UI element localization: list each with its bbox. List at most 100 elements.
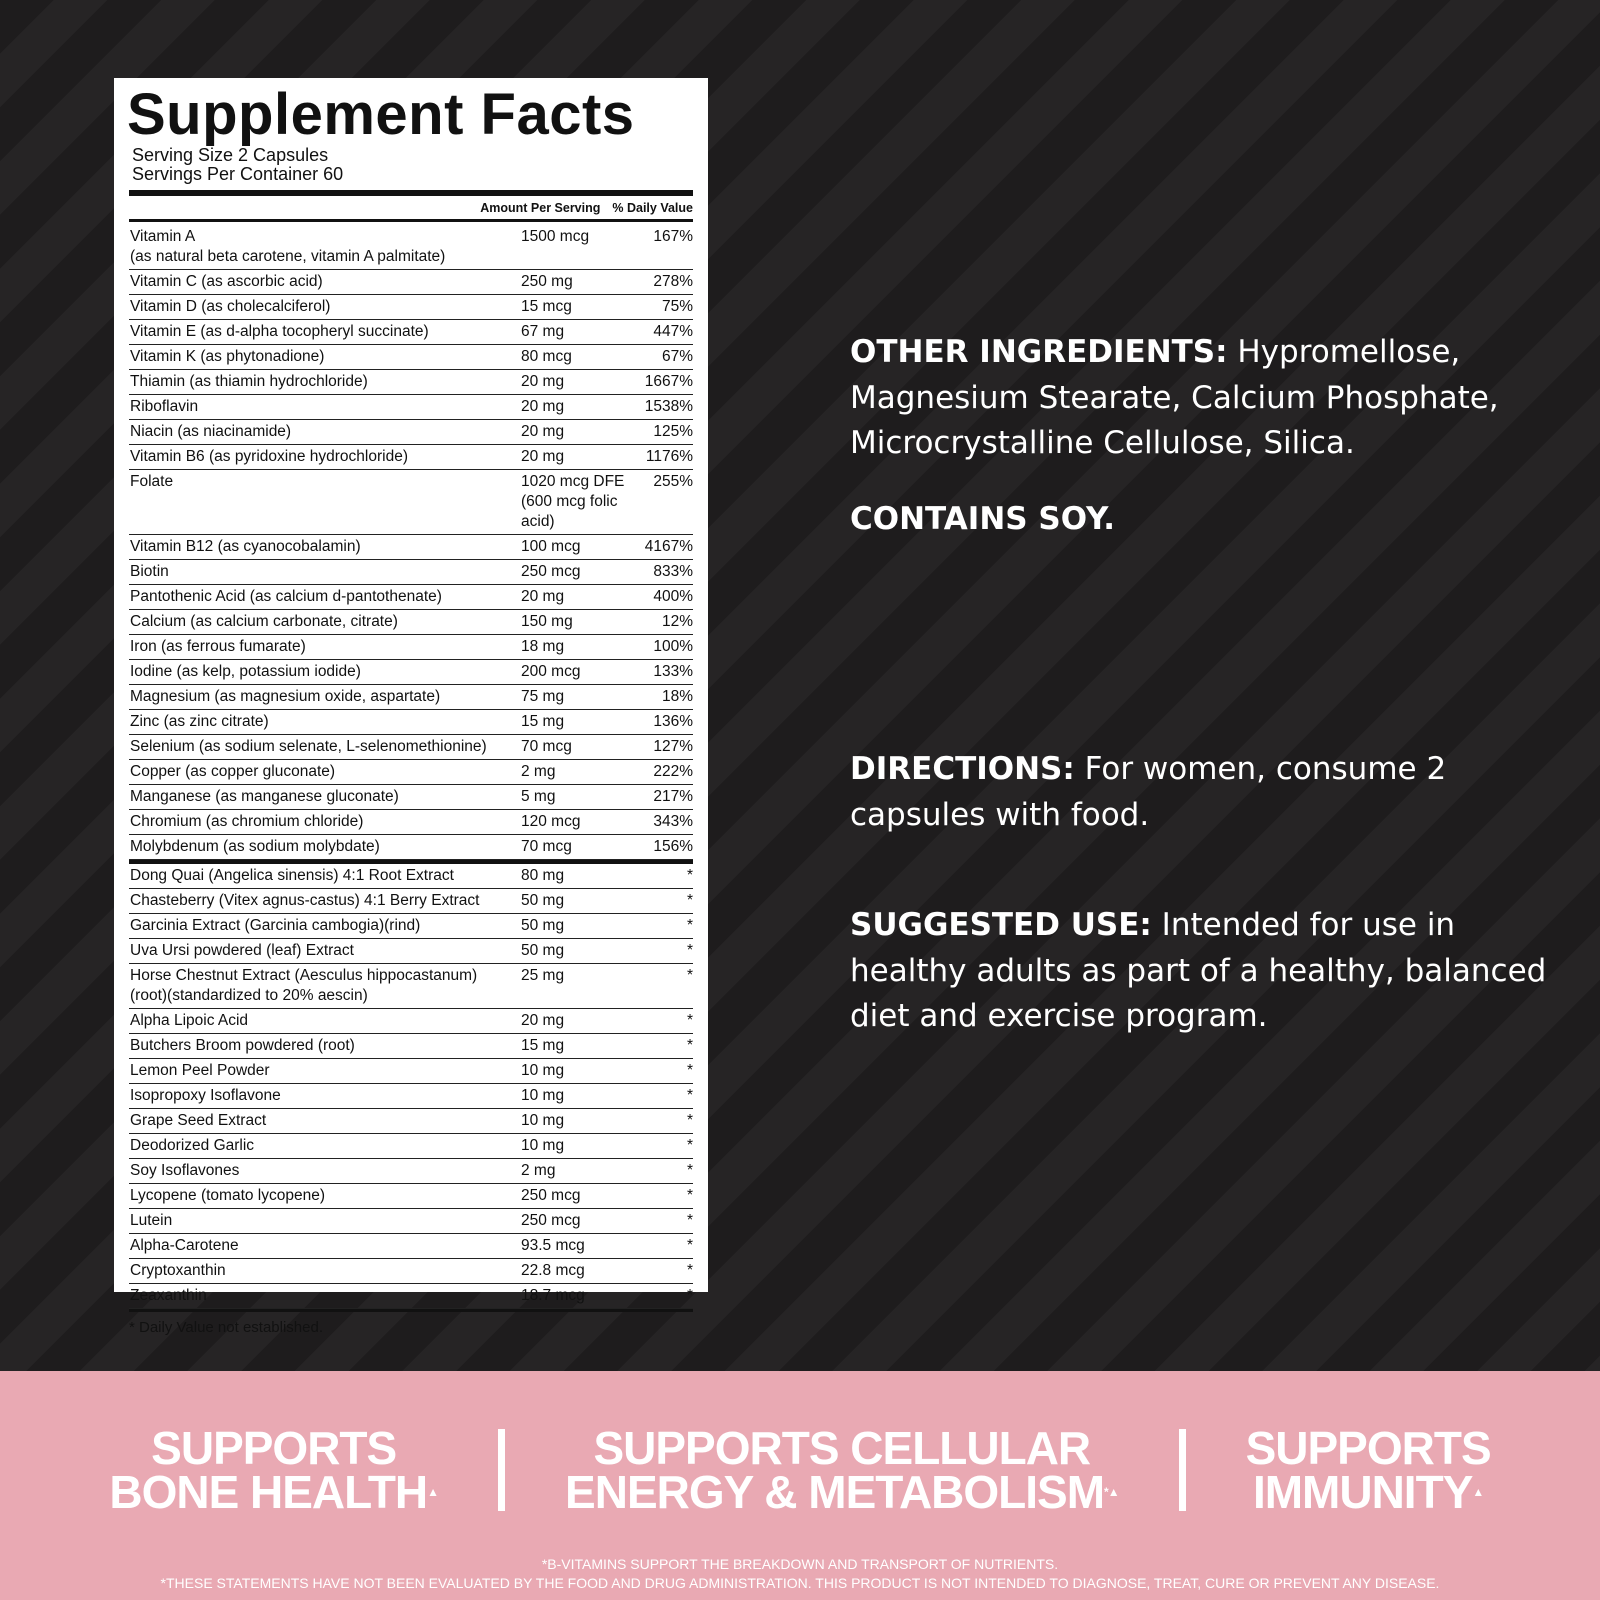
daily-value: * xyxy=(686,1237,693,1254)
amount-line: 20 mg xyxy=(521,588,565,605)
nutrient-name-line: Vitamin D (as cholecalciferol) xyxy=(130,298,331,315)
nutrient-name-line: Folate xyxy=(130,473,174,490)
amount-line: 18 mg xyxy=(521,638,565,655)
amount-line: 18.7 mcg xyxy=(521,1287,585,1304)
nutrient-name: Manganese (as manganese gluconate) xyxy=(130,787,521,807)
daily-value: 447% xyxy=(653,323,693,340)
supplement-facts: Supplement Facts Serving Size 2 Capsules… xyxy=(114,78,708,1336)
nutrient-name-line: Copper (as copper gluconate) xyxy=(130,763,336,780)
amount-line: 10 mg xyxy=(521,1137,565,1154)
amount-line: 70 mcg xyxy=(521,738,572,755)
amount-line: 80 mg xyxy=(521,867,565,884)
nutrient-name: Vitamin E (as d-alpha tocopheryl succina… xyxy=(130,322,521,342)
nutrient-amount: 20 mg xyxy=(521,372,631,392)
daily-value: 278% xyxy=(653,273,693,290)
amount-line: 20 mg xyxy=(521,423,565,440)
facts-row: Lemon Peel Powder 10 mg * xyxy=(129,1059,693,1084)
nutrient-amount: 200 mcg xyxy=(521,662,631,682)
nutrient-name-line: Iodine (as kelp, potassium iodide) xyxy=(130,663,361,680)
amount-line: 2 mg xyxy=(521,1162,556,1179)
nutrient-name: Uva Ursi powdered (leaf) Extract xyxy=(130,941,521,961)
nutrient-name: Pantothenic Acid (as calcium d-pantothen… xyxy=(130,587,521,607)
daily-value: 167% xyxy=(653,228,693,245)
nutrient-name: Soy Isoflavones xyxy=(130,1161,521,1181)
facts-row: Zeaxanthin 18.7 mcg * xyxy=(129,1284,693,1309)
nutrient-amount: 2 mg xyxy=(521,1161,631,1181)
nutrient-name-line: Vitamin E (as d-alpha tocopheryl succina… xyxy=(130,323,429,340)
nutrient-amount: 20 mg xyxy=(521,397,631,417)
amount-line: 50 mg xyxy=(521,917,565,934)
nutrient-name: Iodine (as kelp, potassium iodide) xyxy=(130,662,521,682)
amount-line: 250 mg xyxy=(521,273,573,290)
facts-row: Iron (as ferrous fumarate) 18 mg 100% xyxy=(129,635,693,660)
amount-line: 1020 mcg DFE xyxy=(521,473,625,490)
claim-line: BONE HEALTH▲ xyxy=(109,1469,439,1515)
amount-line: 20 mg xyxy=(521,373,565,390)
claim: SUPPORTS BONE HEALTH▲ xyxy=(109,1425,439,1515)
facts-row: Zinc (as zinc citrate) 15 mg 136% xyxy=(129,710,693,735)
nutrient-name: Calcium (as calcium carbonate, citrate) xyxy=(130,612,521,632)
divider xyxy=(498,1429,506,1511)
amount-line: 250 mcg xyxy=(521,1187,581,1204)
facts-row: Vitamin E (as d-alpha tocopheryl succina… xyxy=(129,320,693,345)
facts-row: Uva Ursi powdered (leaf) Extract 50 mg * xyxy=(129,939,693,964)
facts-row: Alpha Lipoic Acid 20 mg * xyxy=(129,1009,693,1034)
nutrient-name: Chasteberry (Vitex agnus-castus) 4:1 Ber… xyxy=(130,891,521,911)
nutrient-amount: 20 mg xyxy=(521,422,631,442)
nutrient-name-line: Biotin xyxy=(130,563,169,580)
nutrient-amount: 50 mg xyxy=(521,891,631,911)
nutrient-name: Zeaxanthin xyxy=(130,1286,521,1306)
facts-row: Lutein 250 mcg * xyxy=(129,1209,693,1234)
nutrient-name: Garcinia Extract (Garcinia cambogia)(rin… xyxy=(130,916,521,936)
daily-value: 1667% xyxy=(644,373,693,390)
facts-row: Niacin (as niacinamide) 20 mg 125% xyxy=(129,420,693,445)
daily-value: 400% xyxy=(653,588,693,605)
claim-line: ENERGY & METABOLISM*▲ xyxy=(565,1469,1120,1515)
daily-value: * xyxy=(686,1012,693,1029)
amount-line: 15 mg xyxy=(521,713,565,730)
daily-value: 67% xyxy=(661,348,693,365)
claim-mark: ▲ xyxy=(427,1485,439,1499)
nutrient-name-line: Cryptoxanthin xyxy=(130,1262,226,1279)
daily-value: * xyxy=(686,1062,693,1079)
nutrient-amount: 5 mg xyxy=(521,787,631,807)
daily-value: * xyxy=(686,1137,693,1154)
amount-line: 80 mcg xyxy=(521,348,572,365)
facts-row: Molybdenum (as sodium molybdate) 70 mcg 15… xyxy=(129,835,693,860)
nutrient-amount: 18.7 mcg xyxy=(521,1286,631,1306)
facts-row: Riboflavin 20 mg 1538% xyxy=(129,395,693,420)
amount-line: 20 mg xyxy=(521,1012,565,1029)
nutrient-name-line: Lycopene (tomato lycopene) xyxy=(130,1187,326,1204)
amount-line: 5 mg xyxy=(521,788,556,805)
amount-line: 15 mg xyxy=(521,1037,565,1054)
nutrient-name-line: Alpha-Carotene xyxy=(130,1237,239,1254)
amount-line: 2 mg xyxy=(521,763,556,780)
daily-value: 833% xyxy=(653,563,693,580)
daily-value: * xyxy=(686,942,693,959)
facts-row: Horse Chestnut Extract (Aesculus hippoca… xyxy=(129,964,693,1009)
facts-row: Iodine (as kelp, potassium iodide) 200 mc… xyxy=(129,660,693,685)
facts-row: Grape Seed Extract 10 mg * xyxy=(129,1109,693,1134)
nutrient-name-line: Grape Seed Extract xyxy=(130,1112,267,1129)
nutrient-name: Zinc (as zinc citrate) xyxy=(130,712,521,732)
nutrient-amount: 80 mg xyxy=(521,866,631,886)
info-label: OTHER INGREDIENTS: xyxy=(850,334,1228,370)
facts-row: Cryptoxanthin 22.8 mcg * xyxy=(129,1259,693,1284)
facts-row: Thiamin (as thiamin hydrochloride) 20 mg 1… xyxy=(129,370,693,395)
nutrient-name: Grape Seed Extract xyxy=(130,1111,521,1131)
nutrient-amount: 150 mg xyxy=(521,612,631,632)
facts-row: Vitamin B12 (as cyanocobalamin) 100 mcg 41… xyxy=(129,535,693,560)
daily-value: * xyxy=(686,892,693,909)
daily-value: 1538% xyxy=(644,398,693,415)
nutrient-amount: 250 mg xyxy=(521,272,631,292)
nutrient-amount: 20 mg xyxy=(521,587,631,607)
nutrient-amount: 75 mg xyxy=(521,687,631,707)
info-panel: OTHER INGREDIENTS: Hypromellose, Magnesi… xyxy=(850,330,1550,1040)
claim-line: IMMUNITY▲ xyxy=(1246,1469,1491,1515)
nutrient-amount: 15 mg xyxy=(521,1036,631,1056)
claims: SUPPORTS BONE HEALTH▲ SUPPORTS CELLULAR ENE… xyxy=(0,1425,1600,1515)
nutrient-name-line: Zinc (as zinc citrate) xyxy=(130,713,269,730)
header-dv: % Daily Value xyxy=(612,201,693,215)
nutrient-name-line: Vitamin B12 (as cyanocobalamin) xyxy=(130,538,361,555)
nutrient-name-line: Isopropoxy Isoflavone xyxy=(130,1087,281,1104)
